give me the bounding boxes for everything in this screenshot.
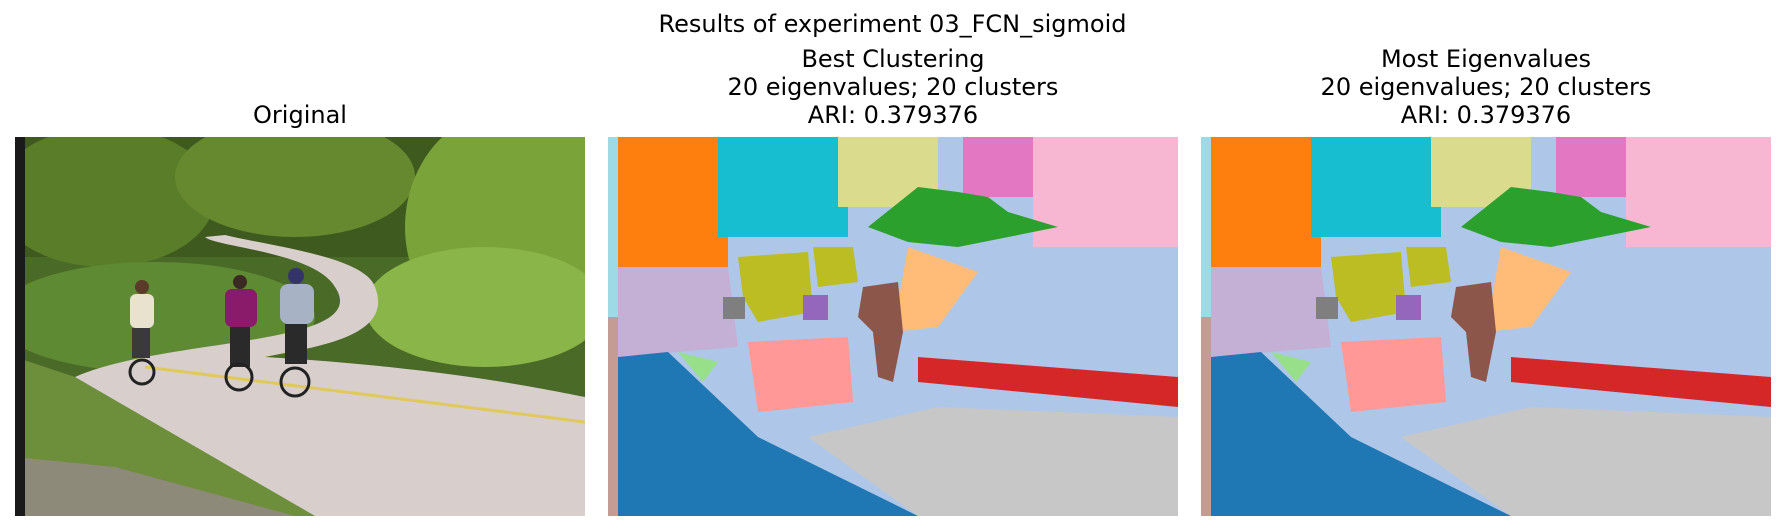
panel-title-original: Original [253,101,347,129]
tree-cluster-middle [175,137,415,237]
panel-best-clustering: Best Clustering 20 eigenvalues; 20 clust… [608,0,1178,532]
cyclist-right [279,268,314,398]
cyclist-left [128,280,156,386]
road-center-line [144,365,585,424]
original-photo-illustration [15,137,585,516]
clustering-segmentation-map-most [1201,137,1771,516]
tree-cluster-left [15,137,215,267]
panel-original: Original [15,0,585,532]
panel-title-best-line3: ARI: 0.379376 [807,101,979,129]
figure-suptitle: Results of experiment 03_FCN_sigmoid [658,10,1127,38]
panel-title-most-line1: Most Eigenvalues [1380,45,1592,73]
original-image [15,137,585,516]
bushes-right [365,247,585,367]
gravel-edge [15,457,295,516]
panel-title-most-line2: 20 eigenvalues; 20 clusters [1320,73,1652,101]
panel-most-eigenvalues: Most Eigenvalues 20 eigenvalues; 20 clus… [1201,0,1771,532]
road [75,235,585,516]
cyclist-middle [224,275,257,392]
panel-title-most-line3: ARI: 0.379376 [1400,101,1572,129]
clustering-segmentation-map-best [608,137,1178,516]
photo-left-edge [15,137,25,516]
most-eigenvalues-image [1201,137,1771,516]
panel-title-best-line2: 20 eigenvalues; 20 clusters [727,73,1059,101]
panel-title-best-line1: Best Clustering [801,45,985,73]
best-clustering-image [608,137,1178,516]
